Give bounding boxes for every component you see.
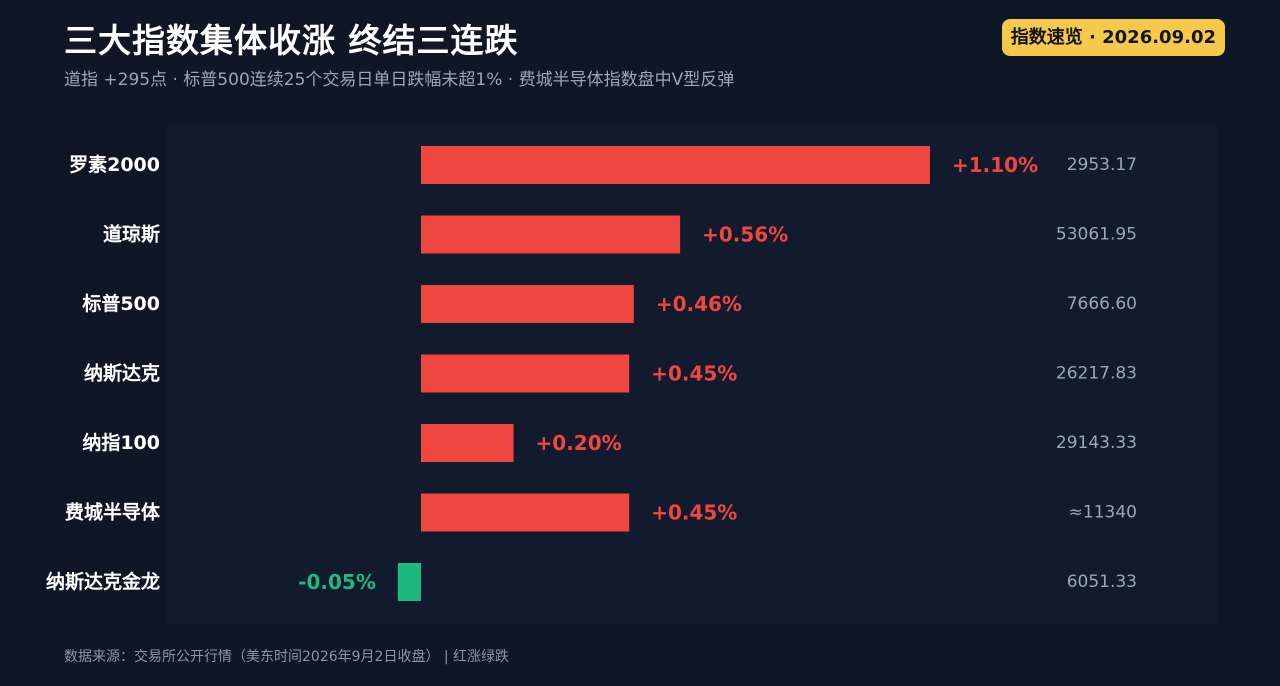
category-label: 罗素2000 — [69, 153, 160, 176]
category-label: 纳指100 — [82, 431, 160, 454]
chart-subtitle: 道指 +295点 · 标普500连续25个交易日单日跌幅未超1% · 费城半导体… — [64, 70, 735, 90]
value-label: +0.56% — [702, 223, 788, 247]
category-label: 道琼斯 — [103, 223, 160, 246]
value-label: +1.10% — [952, 153, 1038, 177]
value-label: +0.45% — [651, 501, 737, 525]
close-value: 6051.33 — [1067, 572, 1137, 592]
category-label: 费城半导体 — [65, 501, 161, 524]
close-value: 53061.95 — [1056, 225, 1137, 245]
category-label: 纳斯达克金龙 — [46, 570, 160, 593]
bar-5 — [421, 493, 630, 532]
bar-3 — [421, 354, 630, 393]
value-label: -0.05% — [298, 570, 376, 594]
category-label: 标普500 — [82, 292, 160, 315]
value-label: +0.45% — [651, 362, 737, 386]
close-value: ≈11340 — [1069, 503, 1137, 523]
plot-area — [167, 123, 1217, 624]
value-label: +0.20% — [536, 431, 622, 455]
category-label: 纳斯达克 — [84, 362, 160, 385]
close-value: 29143.33 — [1056, 433, 1137, 453]
value-label: +0.46% — [656, 292, 742, 316]
close-value: 26217.83 — [1056, 364, 1137, 384]
close-value: 2953.17 — [1067, 155, 1137, 175]
bar-1 — [421, 215, 681, 254]
bar-2 — [421, 285, 634, 323]
chart-title: 三大指数集体收涨 终结三连跌 — [64, 21, 519, 60]
bar-0 — [421, 146, 930, 184]
bar-4 — [421, 424, 514, 462]
bar-6 — [397, 563, 421, 601]
close-value: 7666.60 — [1067, 294, 1137, 314]
source-note: 数据来源：交易所公开行情（美东时间2026年9月2日收盘） | 红涨绿跌 — [64, 649, 510, 665]
date-badge: 指数速览 · 2026.09.02 — [1001, 19, 1225, 56]
